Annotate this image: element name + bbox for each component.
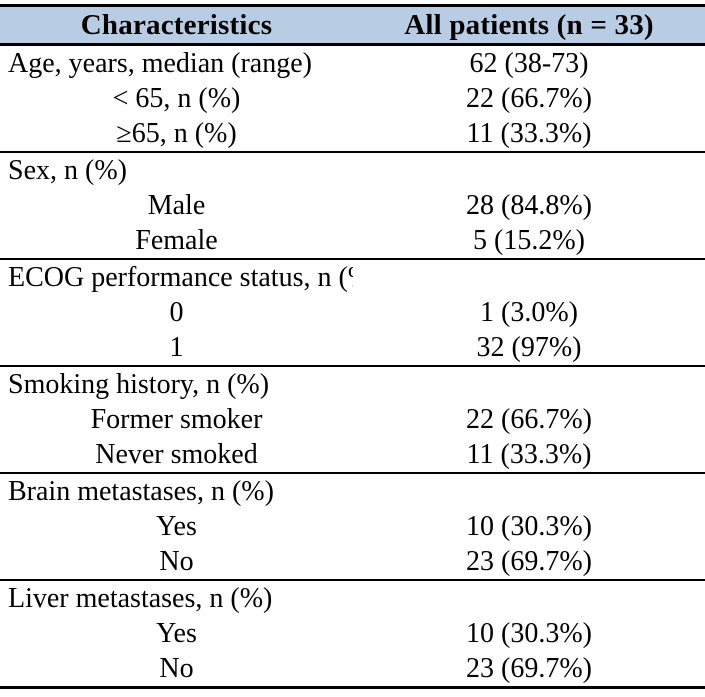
value-cell [353, 579, 705, 616]
value-cell: 32 (97%) [476, 331, 582, 363]
patient-characteristics-table: Characteristics All patients (n = 33) Ag… [0, 4, 705, 689]
table-row: Male 28 (84.8%) [0, 188, 705, 223]
table-row: 1 32 (97%) [0, 330, 705, 366]
table-row: Brain metastases, n (%) [0, 472, 705, 509]
value-cell [353, 258, 705, 295]
table-row: ECOG performance status, n (%) [0, 258, 705, 295]
value-cell: 11 (33.3%) [466, 117, 592, 149]
table-row: Liver metastases, n (%) [0, 579, 705, 616]
characteristic-label: Yes [156, 510, 197, 542]
table-row: 0 1 (3.0%) [0, 295, 705, 330]
table-row: Sex, n (%) [0, 151, 705, 188]
table-row: Yes 10 (30.3%) [0, 509, 705, 544]
value-cell: 22 (66.7%) [466, 403, 592, 435]
characteristic-label: No [159, 652, 194, 684]
characteristic-label: Never smoked [95, 438, 258, 470]
characteristic-label: Age, years, median (range) [8, 47, 312, 79]
value-cell [353, 472, 705, 509]
table-row: Smoking history, n (%) [0, 365, 705, 402]
characteristic-label: Smoking history, n (%) [0, 365, 353, 402]
value-cell: 23 (69.7%) [466, 652, 592, 684]
value-cell [353, 151, 705, 188]
characteristic-label: Former smoker [90, 403, 263, 435]
table-row: ≥65, n (%) 11 (33.3%) [0, 116, 705, 152]
characteristic-label: Yes [156, 617, 197, 649]
table-row: No 23 (69.7%) [0, 651, 705, 688]
characteristic-label: < 65, n (%) [112, 82, 241, 114]
characteristic-label: 0 [169, 296, 184, 328]
table-row: Former smoker 22 (66.7%) [0, 402, 705, 437]
characteristic-label: 1 [169, 331, 184, 363]
header-characteristics: Characteristics [0, 5, 353, 46]
value-cell: 28 (84.8%) [466, 189, 592, 221]
value-cell: 11 (33.3%) [466, 438, 592, 470]
value-cell: 23 (69.7%) [466, 545, 592, 577]
table-row: < 65, n (%) 22 (66.7%) [0, 81, 705, 116]
value-cell: 22 (66.7%) [466, 82, 592, 114]
table-body: Age, years, median (range) 62 (38-73) < 65… [0, 45, 705, 688]
characteristic-label: Male [147, 189, 206, 221]
characteristic-label: Liver metastases, n (%) [0, 579, 353, 616]
value-cell: 10 (30.3%) [466, 510, 592, 542]
value-cell [353, 365, 705, 402]
table-header-row: Characteristics All patients (n = 33) [0, 5, 705, 46]
table-row: No 23 (69.7%) [0, 544, 705, 580]
characteristic-label: No [159, 545, 194, 577]
header-all-patients: All patients (n = 33) [353, 5, 705, 46]
characteristic-label: ≥65, n (%) [116, 117, 237, 149]
table-row: Female 5 (15.2%) [0, 223, 705, 259]
characteristic-label: Female [135, 224, 218, 256]
value-cell: 10 (30.3%) [466, 617, 592, 649]
value-cell: 62 (38-73) [469, 47, 589, 79]
characteristic-label: Brain metastases, n (%) [0, 472, 353, 509]
table-row: Never smoked 11 (33.3%) [0, 437, 705, 473]
characteristic-label: Sex, n (%) [0, 151, 353, 188]
characteristic-label: ECOG performance status, n (%) [0, 258, 353, 295]
value-cell: 5 (15.2%) [473, 224, 585, 256]
value-cell: 1 (3.0%) [480, 296, 578, 328]
table-row: Age, years, median (range) 62 (38-73) [0, 45, 705, 82]
table-row: Yes 10 (30.3%) [0, 616, 705, 651]
